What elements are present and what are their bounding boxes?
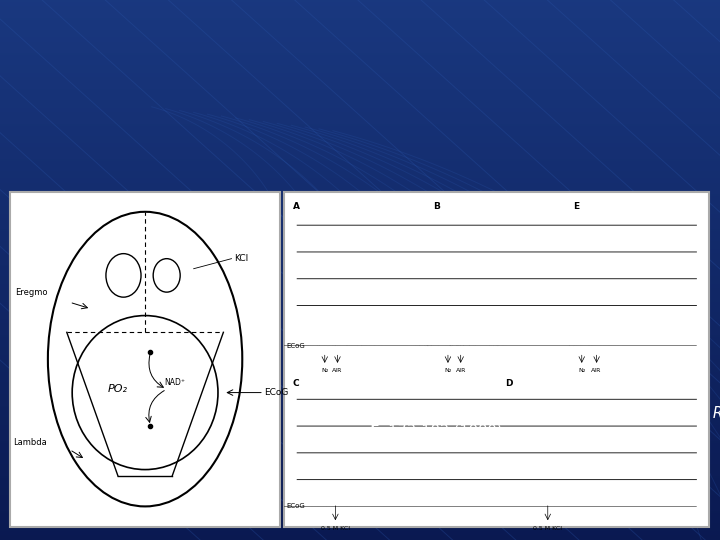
Text: ECoG: ECoG (287, 343, 305, 349)
Text: NAD⁺: NAD⁺ (164, 378, 185, 387)
Text: B: B (433, 202, 440, 211)
Text: D: D (505, 379, 513, 388)
Text: N₂: N₂ (444, 368, 451, 374)
Text: E: E (573, 202, 580, 211)
Text: N₂: N₂ (578, 368, 585, 374)
Text: 0.5 M KCl: 0.5 M KCl (321, 526, 350, 531)
Text: 5: 5 (370, 424, 380, 439)
Text: AIR: AIR (456, 368, 466, 374)
Text: ECoG: ECoG (287, 503, 305, 509)
Text: , 173-182 (1980).: , 173-182 (1980). (379, 424, 507, 439)
Text: 0.5 M KCl: 0.5 M KCl (534, 526, 562, 531)
Bar (284, 192, 709, 526)
Text: Lambda: Lambda (13, 438, 47, 447)
Text: Eregmo: Eregmo (16, 288, 48, 296)
Bar (10, 192, 280, 526)
Text: A. Mayevsky, S. Lebourdais and B. Chance,: A. Mayevsky, S. Lebourdais and B. Chance… (370, 406, 690, 421)
Text: AIR: AIR (591, 368, 602, 374)
Text: PO₂: PO₂ (108, 384, 128, 394)
Text: A: A (293, 202, 300, 211)
Text: AIR: AIR (333, 368, 343, 374)
Text: ECoG: ECoG (264, 388, 288, 397)
Text: N₂: N₂ (321, 368, 328, 374)
Text: J. Neurosci. Res.: J. Neurosci. Res. (626, 406, 720, 421)
Text: KCl: KCl (234, 254, 248, 263)
Text: C: C (293, 379, 300, 388)
